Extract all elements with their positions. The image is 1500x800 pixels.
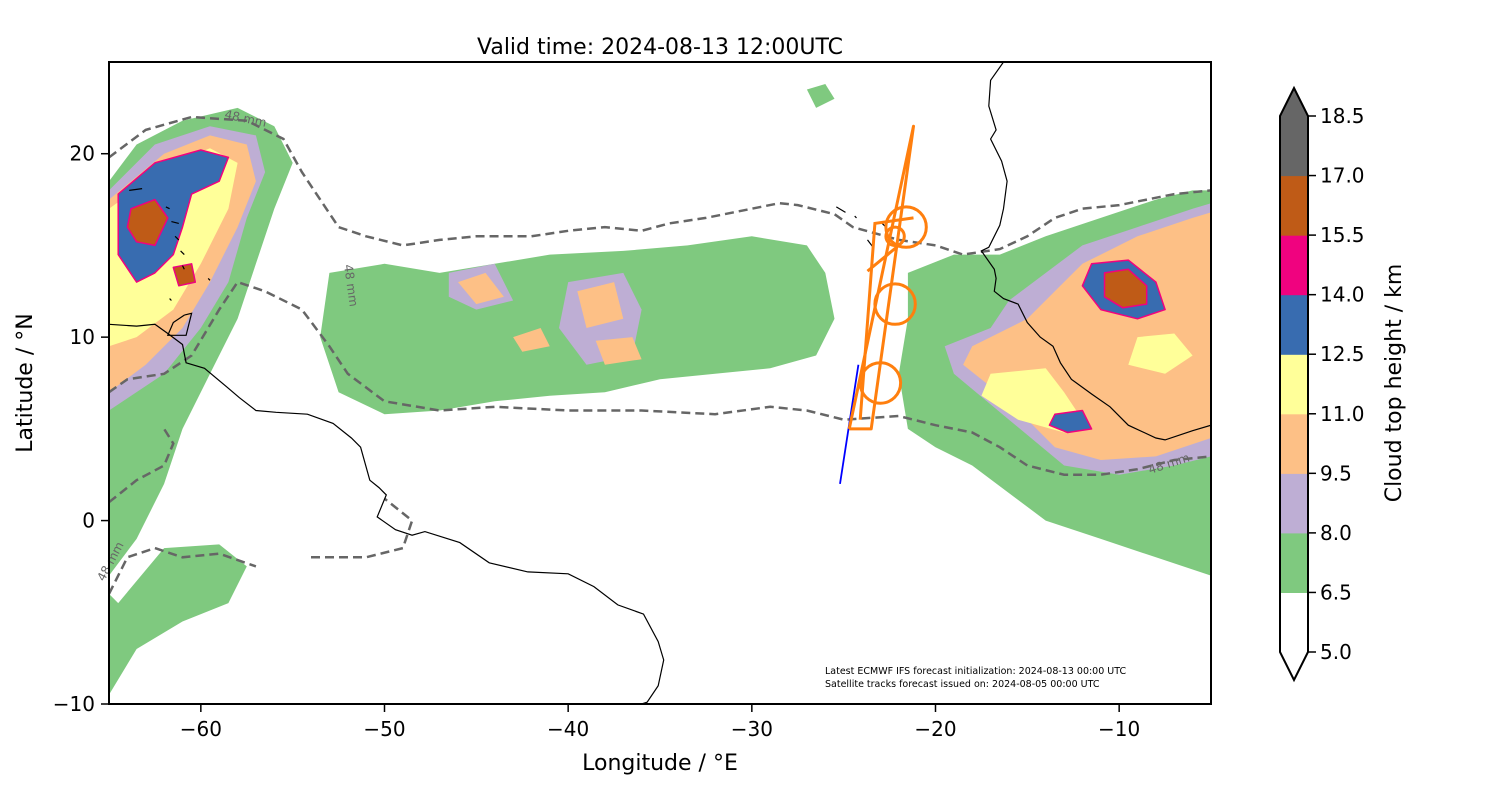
x-tick-label: −50 — [363, 717, 405, 741]
colorbar-tick-label: 12.5 — [1320, 342, 1365, 366]
y-tick-label: 10 — [70, 325, 95, 349]
contour-48mm-4 — [311, 497, 414, 559]
colorbar-tick-label: 18.5 — [1320, 104, 1365, 128]
cloud-region-level-1 — [109, 544, 247, 695]
x-tick-label: −20 — [914, 717, 956, 741]
coastline-segment-6 — [181, 265, 185, 270]
cloud-region-level-5 — [1048, 409, 1093, 434]
map-plot-area — [109, 62, 1211, 704]
coastline-segment-8 — [169, 298, 172, 301]
y-tick-label: −10 — [53, 692, 95, 716]
cloud-region-level-3 — [577, 282, 624, 328]
cloud-region-level-7 — [126, 198, 169, 247]
flight-track-segment-1 — [866, 244, 900, 273]
flight-track-outline — [847, 124, 915, 431]
colorbar-segment-1 — [1280, 532, 1308, 593]
coastline-segment-7 — [207, 277, 211, 281]
contour-48mm-1 — [109, 280, 1211, 476]
y-tick-label: 20 — [70, 142, 95, 166]
coastline-segment-9 — [166, 312, 193, 336]
x-axis-label: Longitude / °E — [582, 751, 738, 776]
precipitation-contours — [109, 115, 1211, 595]
y-axis-ticks: −10 0 10 20 — [53, 142, 109, 716]
y-tick-label: 0 — [82, 509, 95, 533]
coastline-segment-10 — [835, 206, 846, 213]
cloud-region-level-1 — [806, 84, 835, 108]
cloud-region-level-5 — [117, 149, 230, 283]
colorbar-segment-7 — [1280, 175, 1308, 236]
colorbar-tick-label: 9.5 — [1320, 461, 1352, 485]
cloud-region-level-7 — [1103, 268, 1148, 309]
colorbar-segment-6 — [1280, 235, 1308, 296]
flight-tracks — [839, 124, 928, 485]
map-frame — [108, 61, 1212, 705]
flight-circle-0 — [884, 205, 928, 249]
x-tick-label: −30 — [731, 717, 773, 741]
colorbar-segment-8 — [1280, 116, 1308, 177]
cloud-region-level-3 — [595, 337, 642, 365]
flight-circle-1 — [884, 225, 906, 248]
coastlines — [109, 62, 1211, 704]
contour-label-mid: 48 mm — [341, 263, 361, 307]
footnote-forecast-init: Latest ECMWF IFS forecast initialization… — [825, 666, 1126, 677]
map-title: Valid time: 2024-08-13 12:00UTC — [477, 35, 843, 60]
x-tick-label: −40 — [547, 717, 589, 741]
x-axis-ticks: −60 −50 −40 −30 −20 −10 — [180, 704, 1140, 741]
colorbar-segment-2 — [1280, 473, 1308, 534]
colorbar-segment-5 — [1280, 294, 1308, 355]
contour-48mm-3 — [109, 546, 257, 595]
coastline-segment-1 — [129, 188, 143, 191]
y-axis-label: Latitude / °N — [13, 313, 38, 452]
colorbar-tick-label: 11.0 — [1320, 402, 1365, 426]
coastline-segment-14 — [980, 62, 1211, 441]
cloud-region-level-3 — [458, 272, 504, 305]
contour-48mm-0 — [109, 115, 1211, 256]
colorbar: 5.0 6.5 8.0 9.5 11.0 12.5 14.0 15.5 17.0 18.5 — [1279, 85, 1365, 683]
colorbar-tick-label: 17.0 — [1320, 164, 1365, 188]
colorbar-tick-label: 14.0 — [1320, 283, 1365, 307]
colorbar-extend-min — [1280, 652, 1308, 680]
colorbar-segment-4 — [1280, 354, 1308, 415]
colorbar-tick-label: 15.5 — [1320, 223, 1365, 247]
flight-circle-2 — [873, 282, 917, 326]
cloud-region-level-3 — [513, 328, 550, 352]
cloud-top-height-field — [109, 84, 1211, 695]
x-tick-label: −10 — [1098, 717, 1140, 741]
colorbar-tick-label: 6.5 — [1320, 580, 1352, 604]
flight-track-segment-0 — [858, 216, 914, 420]
x-tick-label: −60 — [180, 717, 222, 741]
colorbar-extend-max — [1280, 88, 1308, 116]
coastline-segment-2 — [165, 206, 170, 210]
coastline-segment-4 — [174, 235, 180, 241]
colorbar-tick-label: 8.0 — [1320, 521, 1352, 545]
cloud-region-level-7 — [172, 263, 197, 287]
colorbar-segment-0 — [1280, 592, 1308, 653]
colorbar-tick-label: 5.0 — [1320, 640, 1352, 664]
coastline-segment-5 — [180, 250, 185, 256]
colorbar-segment-3 — [1280, 413, 1308, 474]
coastline-segment-3 — [171, 221, 179, 224]
coastline-segment-11 — [854, 215, 857, 219]
cloud-region-level-4 — [1128, 333, 1193, 374]
colorbar-label: Cloud top height / km — [1382, 264, 1407, 503]
footnote-satellite-tracks: Satellite tracks forecast issued on: 202… — [825, 679, 1100, 690]
coastline-segment-0 — [109, 323, 665, 704]
flight-circle-3 — [858, 361, 903, 405]
